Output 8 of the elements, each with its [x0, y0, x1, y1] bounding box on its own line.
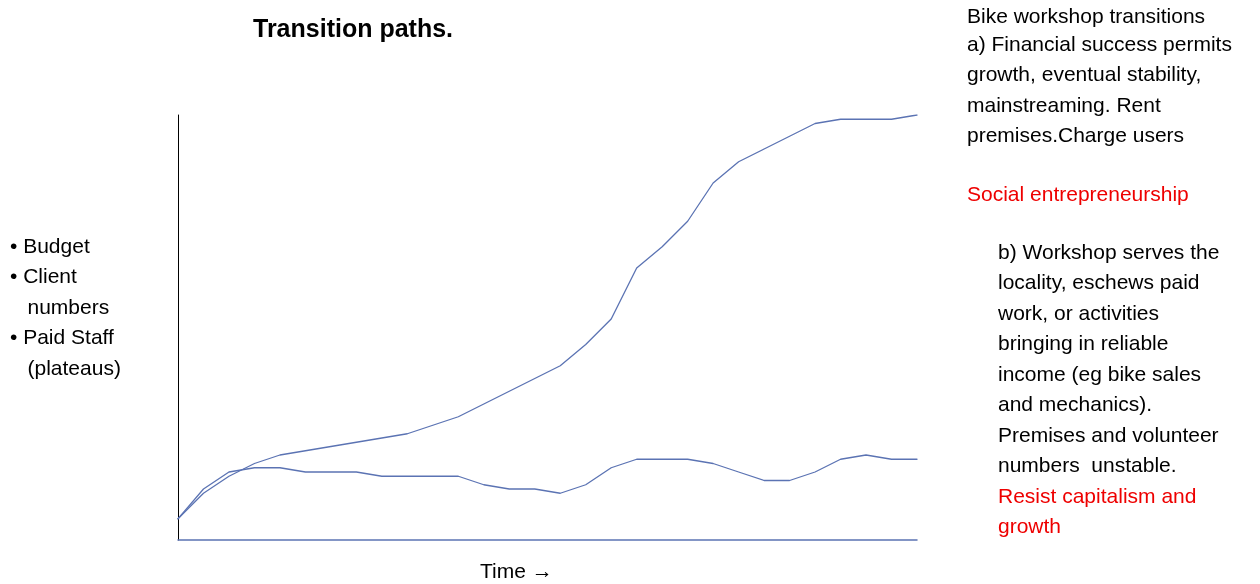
text: b) Workshop serves the locality, eschews paid work, or activities bringing in reliable income (eg bike sales and mechanics). Premises and volunteer numbers unstable.	[997, 239, 1226, 477]
text: Resist capitalism and growth	[998, 483, 1203, 538]
text: a) Financial success permits growth, eventual stability, mainstreaming. Rent premises.Charge users	[967, 31, 1238, 147]
y-axis-title: • Budget • Client numbers • Paid Staff (plateaus)	[10, 233, 121, 379]
text: Bike workshop transitions	[967, 3, 1206, 27]
text: Social entrepreneurship	[967, 181, 1189, 205]
chart-title: Transition paths.	[253, 13, 454, 42]
x-axis-title: Time →	[480, 559, 553, 582]
